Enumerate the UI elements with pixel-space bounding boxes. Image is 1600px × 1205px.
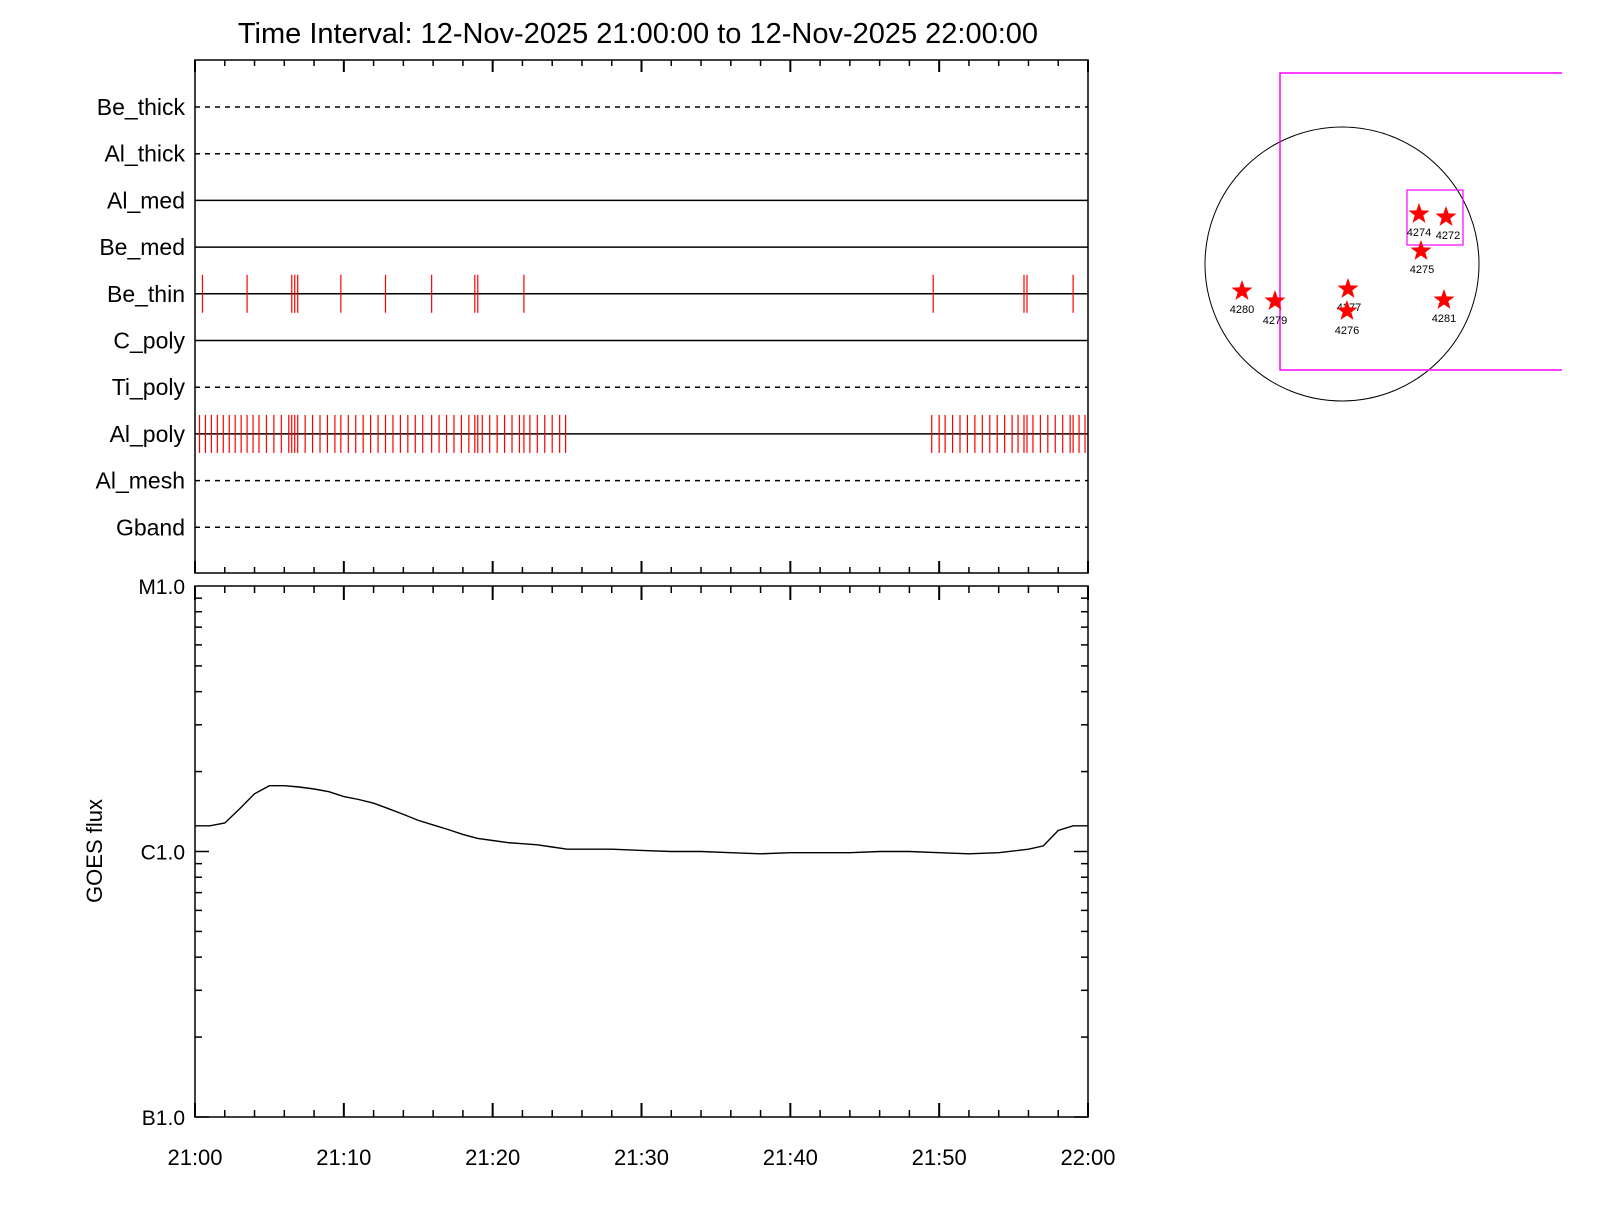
filter-label: Al_thick xyxy=(104,141,185,167)
region-label: 4281 xyxy=(1432,313,1456,325)
region-star xyxy=(1408,203,1430,223)
filter-label: Al_med xyxy=(107,187,185,213)
y-axis-label: GOES flux xyxy=(82,799,107,903)
filter-label: Be_thick xyxy=(97,94,186,120)
region-star xyxy=(1435,206,1457,226)
region-label: 4274 xyxy=(1407,227,1431,239)
small-fov-box xyxy=(1406,189,1464,246)
region-label: 4272 xyxy=(1436,230,1460,242)
solar-disk xyxy=(1204,126,1480,402)
timeline-frame xyxy=(194,59,1089,574)
flux-frame xyxy=(194,585,1089,1118)
x-tick-label: 21:10 xyxy=(316,1145,371,1170)
region-star xyxy=(1410,240,1432,260)
region-label: 4275 xyxy=(1410,264,1434,276)
solar-disk-map: 42744272427542774276428042794281 xyxy=(1204,72,1562,402)
x-tick-label: 21:30 xyxy=(614,1145,669,1170)
goes-flux-line xyxy=(195,785,1088,855)
region-star xyxy=(1231,280,1253,300)
filter-label: Be_med xyxy=(99,234,185,260)
region-label: 4279 xyxy=(1263,315,1287,327)
filter-label: Al_poly xyxy=(110,421,186,447)
region-star xyxy=(1336,300,1358,320)
region-star xyxy=(1264,290,1286,310)
region-label: 4280 xyxy=(1230,304,1254,316)
region-star xyxy=(1337,278,1359,298)
y-tick-label: B1.0 xyxy=(142,1107,185,1130)
filter-label: Gband xyxy=(116,514,185,540)
y-tick-label: C1.0 xyxy=(141,842,185,865)
x-tick-label: 21:40 xyxy=(763,1145,818,1170)
region-label: 4276 xyxy=(1335,325,1359,337)
y-tick-label: M1.0 xyxy=(138,576,185,599)
plot-title: Time Interval: 12-Nov-2025 21:00:00 to 1… xyxy=(238,18,1038,50)
filter-label: Be_thin xyxy=(107,281,185,307)
filter-timeline-panel: Be_thick Al_thick Al_med Be_med Be_thin C_pol… xyxy=(96,59,1089,574)
x-tick-label: 21:50 xyxy=(912,1145,967,1170)
large-fov-box xyxy=(1279,72,1562,371)
x-tick-label: 21:20 xyxy=(465,1145,520,1170)
filter-label: C_poly xyxy=(113,328,185,354)
filter-label: Ti_poly xyxy=(112,374,186,400)
goes-flux-panel: 21:00 21:10 21:20 21:30 21:40 21:50 22:00 M1.0 C… xyxy=(82,576,1116,1170)
x-tick-label: 21:00 xyxy=(167,1145,222,1170)
filter-label: Al_mesh xyxy=(96,468,185,494)
region-star xyxy=(1433,289,1455,309)
x-tick-label: 22:00 xyxy=(1060,1145,1115,1170)
